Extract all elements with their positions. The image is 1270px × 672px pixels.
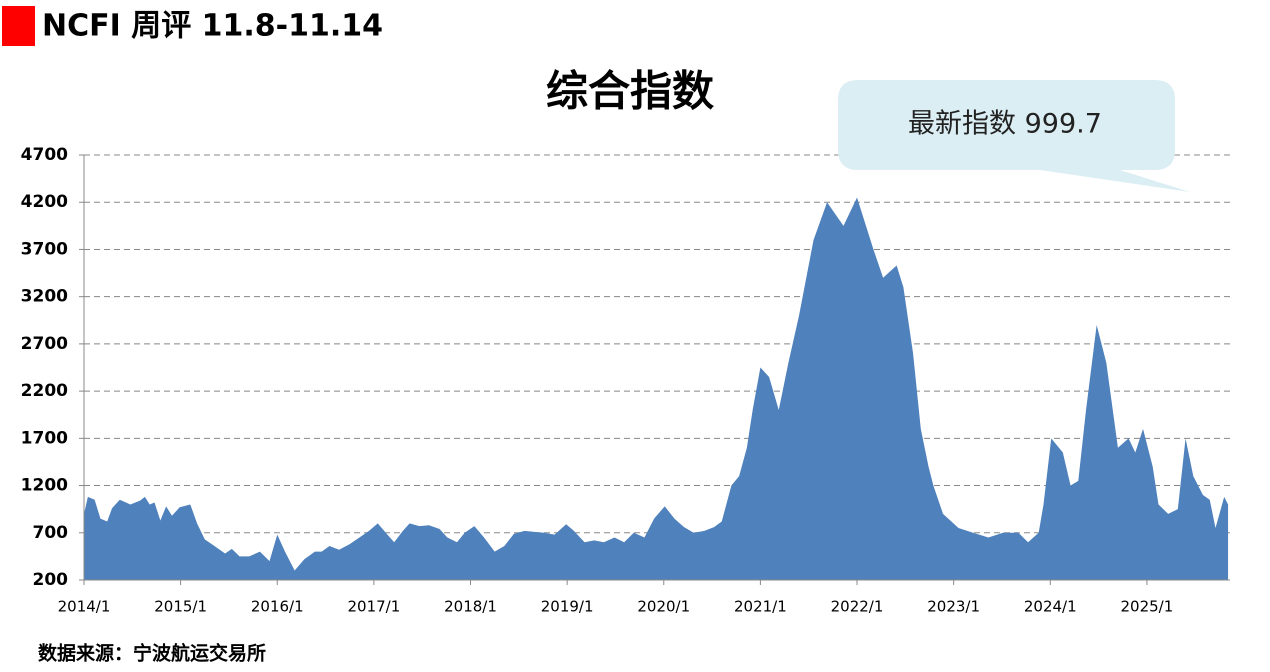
x-tick-label: 2022/1 (831, 598, 884, 616)
x-tick-label: 2019/1 (541, 598, 594, 616)
y-tick-label: 200 (33, 570, 69, 590)
y-tick-label: 1200 (21, 476, 68, 496)
y-tick-label: 3700 (21, 239, 68, 259)
x-tick-label: 2024/1 (1024, 598, 1077, 616)
x-tick-label: 2015/1 (154, 598, 207, 616)
x-tick-label: 2025/1 (1121, 598, 1174, 616)
header-marker (2, 6, 35, 46)
y-tick-label: 4200 (21, 192, 68, 212)
callout-label: 最新指数 999.7 (908, 109, 1102, 140)
x-tick-label: 2016/1 (251, 598, 304, 616)
y-tick-label: 1700 (21, 428, 68, 448)
y-tick-label: 2200 (21, 381, 68, 401)
x-tick-label: 2021/1 (734, 598, 787, 616)
source: 数据来源：宁波航运交易所 (38, 642, 266, 665)
y-tick-label: 3200 (21, 287, 68, 307)
area (84, 197, 1229, 580)
plot: 200 700 1200 1700 2200 2700 3200 3700 4200 4700 20… (21, 145, 1230, 616)
callout (838, 80, 1190, 192)
y-tick-label: 2700 (21, 334, 68, 354)
x-tick-label: 2023/1 (927, 598, 980, 616)
x-tick-label: 2014/1 (58, 598, 111, 616)
y-tick-label: 700 (33, 523, 69, 543)
chart-title: 综合指数 (546, 67, 714, 116)
header: NCFI 周评 11.8-11.14 (42, 9, 383, 44)
x-tick-label: 2017/1 (347, 598, 400, 616)
y-tick-label: 4700 (21, 145, 68, 165)
x-tick-label: 2020/1 (637, 598, 690, 616)
x-tick-label: 2018/1 (444, 598, 497, 616)
